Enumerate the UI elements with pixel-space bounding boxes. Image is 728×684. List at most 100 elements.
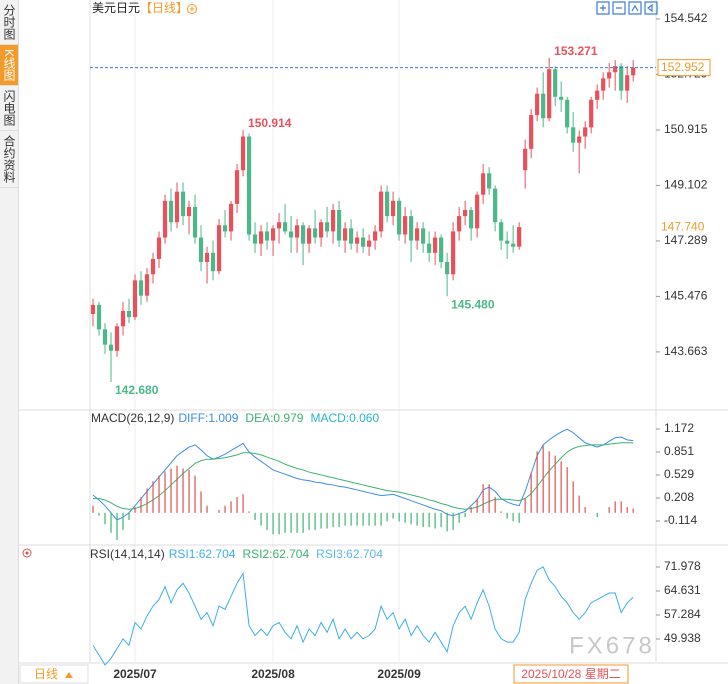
y-tick-label: 0.529 [664, 467, 694, 481]
candle-body [421, 228, 426, 244]
candle-body [300, 225, 306, 244]
series-line [92, 566, 634, 666]
candle-body [132, 280, 138, 318]
candle-body [126, 310, 132, 318]
y-tick-label: 49.938 [664, 631, 701, 645]
candle-body [373, 231, 378, 241]
candle-body [607, 72, 612, 79]
candle-body [180, 191, 186, 217]
period-button-label[interactable]: 日线 [34, 667, 58, 681]
candle-body [288, 231, 294, 238]
legend-entry: MACD:0.060 [310, 411, 379, 425]
candle-body [631, 67, 636, 76]
candle-body [433, 237, 438, 253]
candle-body [102, 329, 108, 345]
candle-body [547, 69, 552, 119]
chart-period: 【日线】 [140, 1, 188, 15]
candle-body [523, 148, 528, 171]
candle-body [210, 252, 216, 272]
x-tick-label: 2025/08 [251, 667, 295, 681]
candle-body [469, 209, 474, 229]
candle-body [234, 170, 240, 204]
candle-body [475, 194, 480, 229]
candle-body [294, 225, 300, 238]
candle-body [198, 237, 204, 263]
add-icon[interactable] [187, 4, 197, 14]
candle-body [391, 200, 396, 217]
candle-body [511, 243, 516, 247]
tab[interactable]: 分时图 [0, 0, 18, 45]
candle-body [138, 280, 144, 296]
legend-entry: RSI3:62.704 [316, 547, 383, 561]
tab[interactable]: K线图 [0, 45, 18, 87]
candle-body [252, 234, 258, 244]
candle-body [595, 90, 600, 100]
tab[interactable]: 合约资料 [0, 131, 18, 189]
legend-title: MACD(26,12,9) [91, 411, 174, 425]
candle-body [90, 304, 96, 315]
candle-body [589, 99, 594, 128]
dropdown-arrow[interactable] [65, 672, 73, 678]
candle-body [330, 209, 336, 232]
tab[interactable]: 闪电图 [0, 86, 18, 132]
legend-entry: DIFF:1.009 [178, 411, 238, 425]
y-tick-label: 0.851 [664, 444, 694, 458]
candle-body [174, 191, 180, 223]
candle-body [559, 96, 564, 100]
candle-body [282, 222, 288, 232]
toolbar-icons[interactable] [596, 1, 658, 15]
settings-icon[interactable] [25, 551, 29, 555]
candle-body [156, 237, 162, 259]
low-label: 142.680 [115, 383, 159, 397]
candle-body [114, 326, 120, 351]
candle-body [553, 69, 558, 97]
candle-body [439, 237, 444, 263]
high-label: 150.914 [248, 116, 292, 130]
background [19, 0, 728, 684]
candle-body [204, 252, 210, 263]
x-tick-label: 2025/09 [377, 667, 421, 681]
candle-body [360, 237, 366, 247]
series-line [92, 428, 634, 521]
candle-body [541, 93, 546, 119]
y-tick-label: 64.631 [664, 583, 701, 597]
chart: FX678 日线 2025/10/28 星期二 2025/07 2025/08 20… [19, 0, 728, 684]
cursor-date-box [513, 664, 629, 684]
period-button[interactable] [19, 664, 89, 684]
candle-body [499, 222, 504, 241]
y-tick-label: 1.172 [664, 421, 694, 435]
candle-body [619, 66, 624, 91]
legend-entry: RSI2:62.704 [242, 547, 309, 561]
candle-body [150, 258, 156, 275]
candle-body [379, 191, 384, 232]
candle-body [312, 228, 318, 238]
candle-body [96, 304, 102, 330]
candle-body [192, 206, 198, 238]
candle-body [463, 209, 468, 217]
candle-body [144, 274, 150, 296]
last-price-label: 152.952 [661, 60, 705, 74]
candle-body [186, 206, 192, 217]
candle-body [264, 231, 270, 241]
add-icon[interactable] [189, 6, 195, 12]
x-tick-label: 2025/07 [113, 667, 157, 681]
settings-icon[interactable] [22, 548, 32, 558]
y-tick-label: 150.915 [664, 122, 708, 136]
candle-body [457, 216, 462, 232]
candle-body [354, 237, 360, 244]
candle-body [625, 75, 630, 91]
legend-entry: DEA:0.979 [245, 411, 303, 425]
y-tick-label: 57.284 [664, 607, 701, 621]
y-tick-label: 147.289 [664, 233, 708, 247]
candle-body [409, 216, 414, 241]
candle-body [108, 344, 114, 351]
candle-body [577, 136, 582, 143]
candle-body [565, 99, 570, 128]
y-tick-label: 0.208 [664, 490, 694, 504]
candle-body [276, 222, 282, 229]
candle-body [342, 228, 348, 241]
candle-body [258, 231, 264, 244]
y-tick-label: 154.542 [664, 11, 708, 25]
candle-body [397, 200, 402, 235]
candle-body [216, 225, 222, 272]
